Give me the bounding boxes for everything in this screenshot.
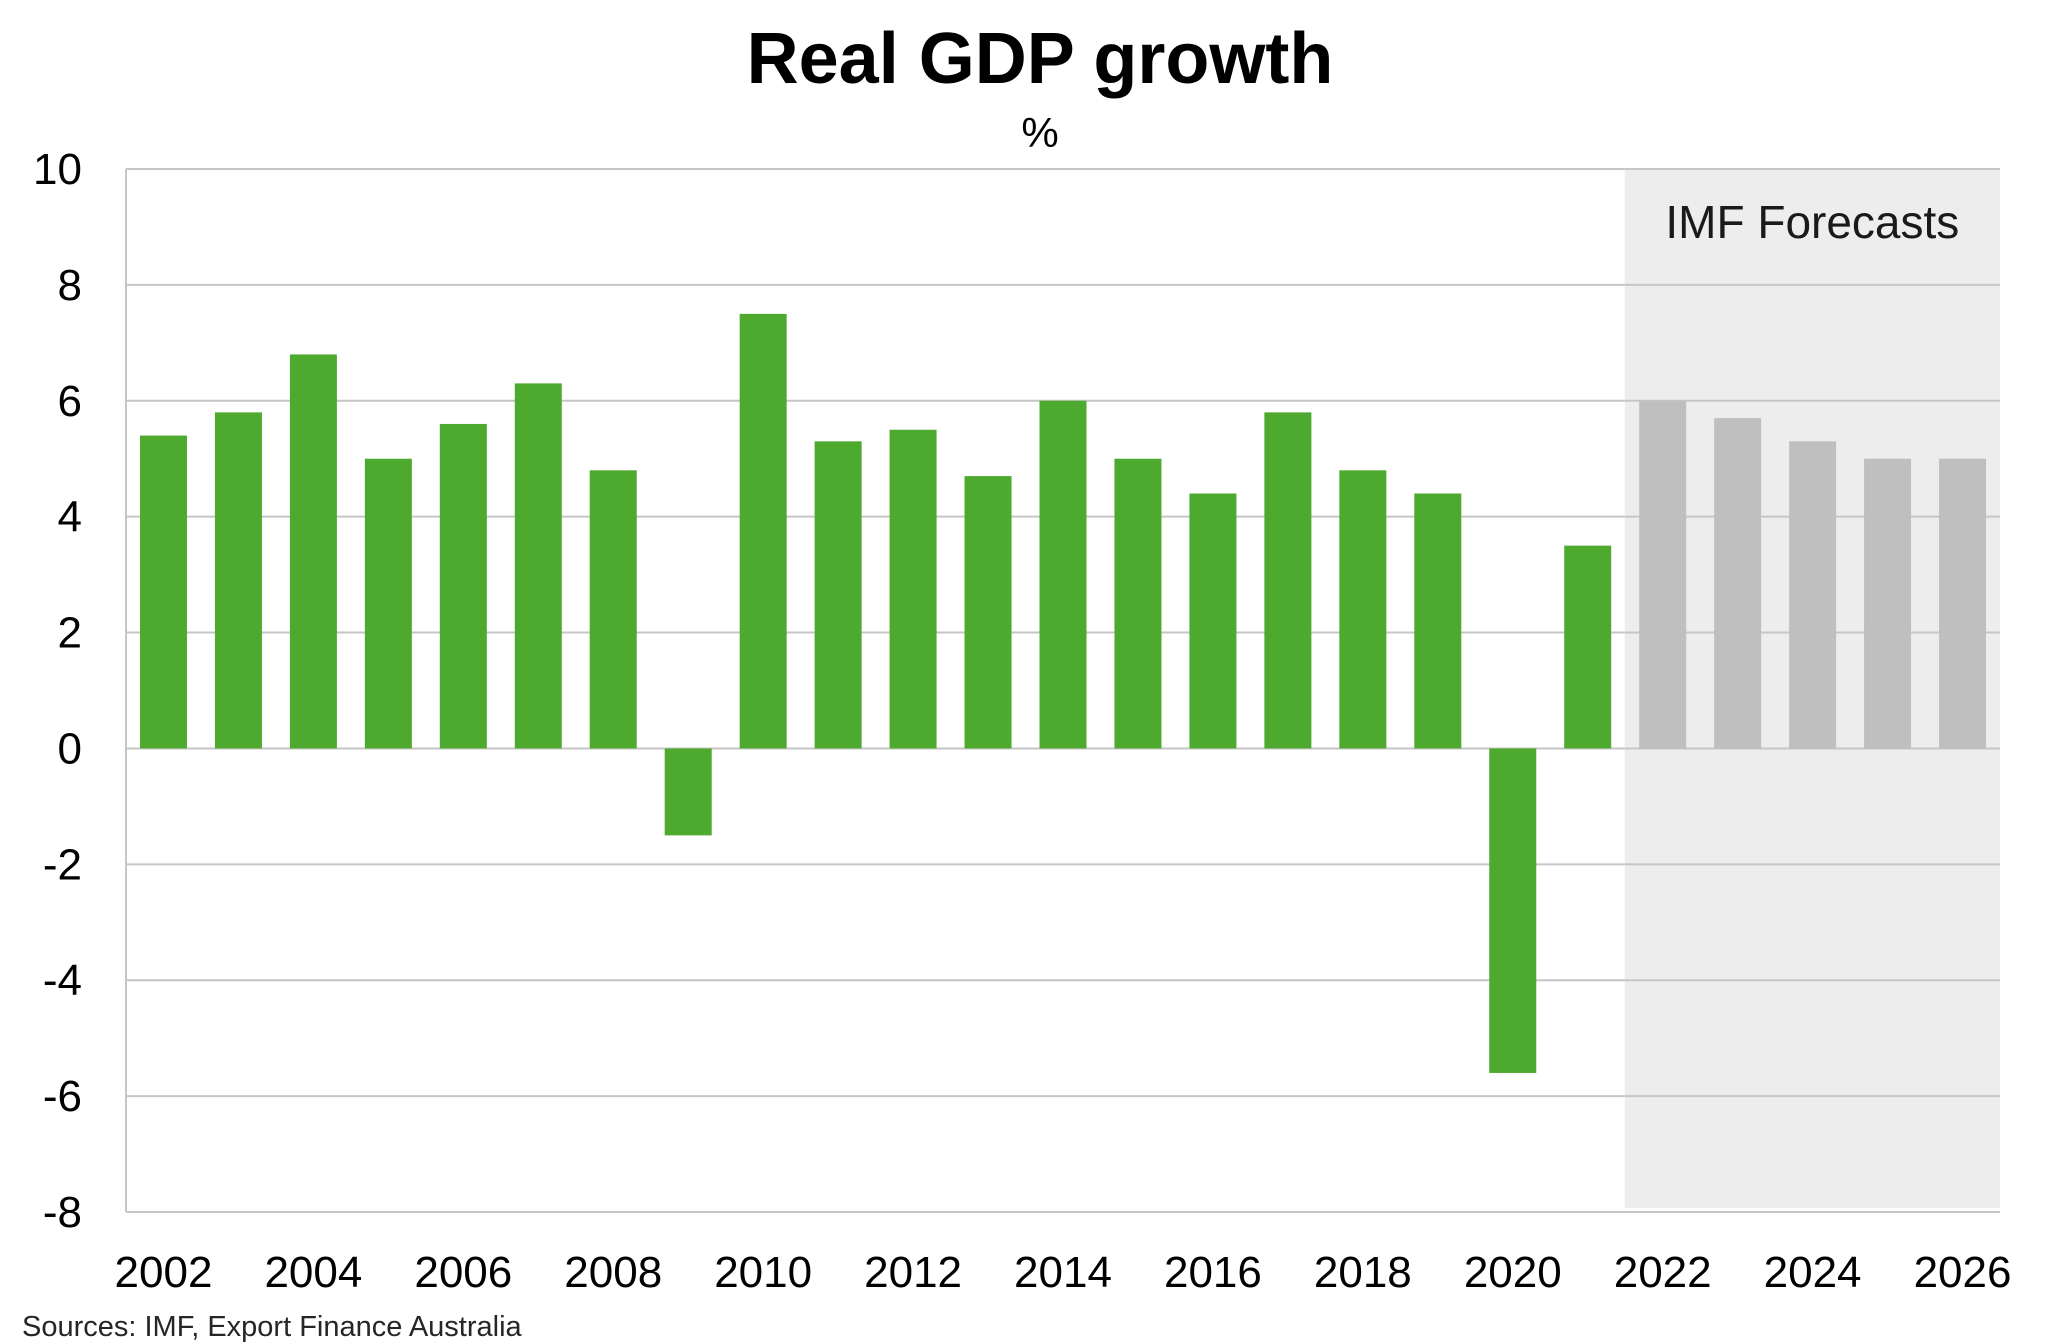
x-tick-label: 2026 bbox=[1914, 1248, 2012, 1297]
bar-2010 bbox=[739, 313, 787, 749]
bar-2002 bbox=[139, 435, 187, 749]
chart-subtitle: % bbox=[1021, 109, 1058, 156]
y-tick-label: 0 bbox=[58, 724, 82, 773]
bar-2013 bbox=[964, 476, 1012, 749]
chart-title: Real GDP growth bbox=[747, 19, 1334, 99]
y-axis-tick-labels: 10 8 6 4 2 0 -2 -4 -6 -8 bbox=[33, 145, 82, 1237]
bar-2004 bbox=[289, 354, 337, 749]
bar-2006 bbox=[439, 423, 487, 749]
x-tick-label: 2016 bbox=[1164, 1248, 1262, 1297]
source-note: Sources: IMF, Export Finance Australia bbox=[22, 1311, 523, 1343]
bar-2023 bbox=[1714, 418, 1762, 749]
y-tick-label: 8 bbox=[58, 261, 82, 310]
y-tick-label: -4 bbox=[43, 956, 82, 1005]
bar-2016 bbox=[1189, 493, 1237, 749]
bar-2005 bbox=[364, 458, 412, 749]
bar-2018 bbox=[1339, 470, 1387, 749]
bar-2017 bbox=[1264, 412, 1312, 749]
x-tick-label: 2012 bbox=[864, 1248, 962, 1297]
bar-2026 bbox=[1939, 458, 1987, 749]
bar-2012 bbox=[889, 429, 937, 749]
x-tick-label: 2006 bbox=[414, 1248, 512, 1297]
y-tick-label: 2 bbox=[58, 609, 82, 658]
bar-2003 bbox=[214, 412, 262, 749]
bar-2014 bbox=[1039, 400, 1087, 749]
x-tick-label: 2008 bbox=[564, 1248, 662, 1297]
x-tick-label: 2022 bbox=[1614, 1248, 1712, 1297]
bar-2008 bbox=[589, 470, 637, 749]
x-tick-label: 2024 bbox=[1764, 1248, 1862, 1297]
x-tick-label: 2002 bbox=[115, 1248, 213, 1297]
y-tick-label: 4 bbox=[58, 493, 82, 542]
bar-2011 bbox=[814, 441, 862, 749]
x-tick-label: 2010 bbox=[714, 1248, 812, 1297]
bar-2021 bbox=[1564, 545, 1612, 749]
bars bbox=[139, 313, 1987, 1073]
x-axis-tick-labels: 2002 2004 2006 2008 2010 2012 2014 2016 2018 2020… bbox=[115, 1248, 2012, 1297]
bar-2022 bbox=[1639, 400, 1687, 749]
bar-2020 bbox=[1489, 748, 1537, 1073]
y-tick-label: 10 bbox=[33, 145, 82, 194]
bar-2025 bbox=[1864, 458, 1912, 749]
forecast-region-label: IMF Forecasts bbox=[1665, 196, 1959, 248]
bar-2024 bbox=[1789, 441, 1837, 749]
bar-2015 bbox=[1114, 458, 1162, 749]
y-tick-label: -2 bbox=[43, 840, 82, 889]
bar-2019 bbox=[1414, 493, 1462, 749]
y-tick-label: -6 bbox=[43, 1072, 82, 1121]
bar-2009 bbox=[664, 748, 712, 836]
x-tick-label: 2018 bbox=[1314, 1248, 1412, 1297]
y-tick-label: -8 bbox=[43, 1188, 82, 1237]
y-tick-label: 6 bbox=[58, 377, 82, 426]
x-tick-label: 2014 bbox=[1014, 1248, 1112, 1297]
bar-2007 bbox=[514, 383, 562, 749]
x-tick-label: 2020 bbox=[1464, 1248, 1562, 1297]
x-tick-label: 2004 bbox=[264, 1248, 362, 1297]
